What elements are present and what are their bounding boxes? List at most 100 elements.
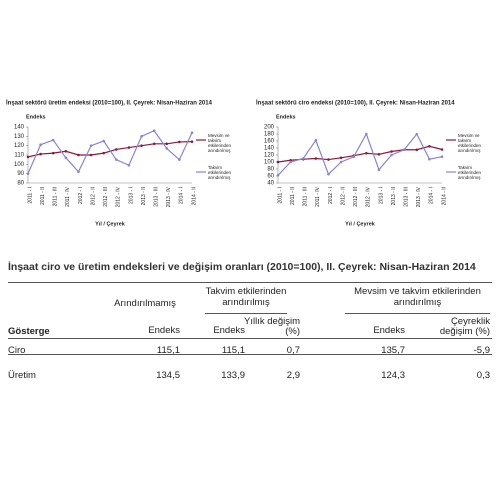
y-tick-label: 180 [264, 132, 275, 138]
group-header: Takvim etkilerinden arındırılmış [205, 286, 287, 308]
point [51, 151, 55, 155]
y-tick-label: 80 [17, 181, 24, 187]
point [64, 149, 68, 153]
x-tick-label: 2013 - IV [416, 186, 422, 207]
point [428, 157, 431, 161]
point [276, 160, 280, 164]
point [152, 129, 156, 133]
x-tick-label: 2011 - IV [65, 186, 71, 207]
point [352, 155, 355, 159]
point [165, 142, 169, 146]
y-tick-label: 140 [264, 146, 275, 152]
y-axis-label: Endeks [276, 114, 296, 120]
x-tick-label: 2014 - I [179, 187, 185, 204]
y-axis-label: Endeks [26, 114, 46, 120]
table-title: İnşaat ciro ve üretim endeksleri ve deği… [8, 261, 476, 273]
x-tick-label: 2012 - I [328, 187, 334, 204]
cell: 0,3 [476, 370, 490, 381]
rule [345, 313, 490, 314]
y-tick-label: 160 [264, 139, 275, 145]
legend-label: Mevsim ve takvim etkilerinden arındırılmış [208, 133, 232, 153]
x-tick-label: 2013 - III [403, 187, 409, 207]
point [140, 144, 143, 147]
y-tick-label: 120 [14, 143, 25, 149]
x-tick-label: 2013 - III [153, 187, 159, 207]
point [140, 135, 143, 138]
cell: 0,7 [286, 345, 300, 356]
cell: 134,5 [156, 370, 180, 381]
point [440, 148, 444, 151]
point [377, 153, 381, 156]
point [190, 140, 194, 143]
legend-label: Takvim etkilerinden arındırılmış [458, 165, 482, 180]
legend-label: Takvim etkilerinden arındırılmış [208, 165, 232, 180]
y-tick-label: 200 [264, 125, 275, 131]
x-tick-label: 2012 - II [90, 187, 96, 205]
column-header: Gösterge [8, 326, 50, 337]
point [102, 139, 105, 143]
point [51, 138, 55, 142]
series-line [277, 145, 443, 163]
point [415, 148, 419, 152]
y-tick-label: 40 [267, 181, 274, 187]
x-axis-label: Yıl / Çeyrek [95, 221, 126, 227]
series-line [27, 129, 193, 174]
y-tick-label: 100 [264, 160, 275, 166]
point [89, 153, 93, 157]
y-tick-label: 130 [14, 134, 25, 140]
x-tick-label: 2014 - II [191, 187, 197, 205]
x-tick-label: 2013 - II [391, 187, 397, 205]
legend-label: Mevsim ve takvim etkilerinden arındırılmış [458, 133, 482, 153]
point [77, 170, 80, 174]
chart-title: İnşaat sektörü ciro endeksi (2010=100), … [256, 100, 455, 107]
point [165, 147, 169, 150]
group-header: Mevsim ve takvim etkilerinden arındırılm… [354, 286, 481, 308]
row-label: Ciro [8, 345, 26, 356]
cell: 124,3 [381, 370, 405, 381]
point [365, 151, 368, 155]
point [178, 140, 181, 144]
x-tick-label: 2011 - IV [315, 186, 321, 207]
y-tick-label: 110 [14, 153, 24, 159]
x-tick-label: 2011 - I [27, 187, 33, 204]
rule [8, 282, 492, 283]
point [314, 157, 318, 160]
x-tick-label: 2011 - III [303, 187, 309, 206]
x-tick-label: 2014 - II [441, 187, 447, 205]
point [64, 156, 68, 160]
point [26, 172, 30, 175]
cell: 115,1 [156, 345, 180, 356]
x-tick-label: 2012 - I [78, 187, 84, 204]
point [440, 155, 444, 159]
x-tick-label: 2013 - IV [166, 186, 172, 207]
x-tick-label: 2012 - IV [116, 186, 122, 207]
y-tick-label: 90 [17, 171, 24, 177]
point [327, 158, 330, 161]
cell: 135,7 [381, 345, 405, 356]
point [115, 158, 118, 161]
y-tick-label: 140 [14, 125, 25, 131]
point [127, 163, 131, 167]
point [102, 151, 105, 155]
x-tick-label: 2012 - IV [366, 186, 372, 207]
x-tick-label: 2013 - I [378, 187, 384, 204]
point [39, 152, 42, 156]
x-tick-label: 2011 - III [53, 187, 59, 206]
column-header: Endeks [148, 325, 180, 336]
point [339, 160, 343, 164]
point [390, 153, 393, 157]
cell: -5,9 [473, 345, 490, 356]
point [314, 139, 318, 142]
x-tick-label: 2012 - III [353, 187, 359, 207]
point [365, 132, 368, 136]
x-axis-label: Yıl / Çeyrek [345, 221, 376, 227]
cell: 115,1 [221, 345, 245, 356]
point [178, 158, 181, 161]
row-label: Üretim [8, 370, 36, 381]
chart-title: İnşaat sektörü üretim endeksi (2010=100)… [6, 100, 213, 107]
y-tick-label: 100 [14, 162, 25, 168]
y-tick-label: 80 [267, 167, 274, 173]
x-tick-label: 2011 - II [290, 187, 296, 205]
x-tick-label: 2011 - II [40, 187, 46, 205]
